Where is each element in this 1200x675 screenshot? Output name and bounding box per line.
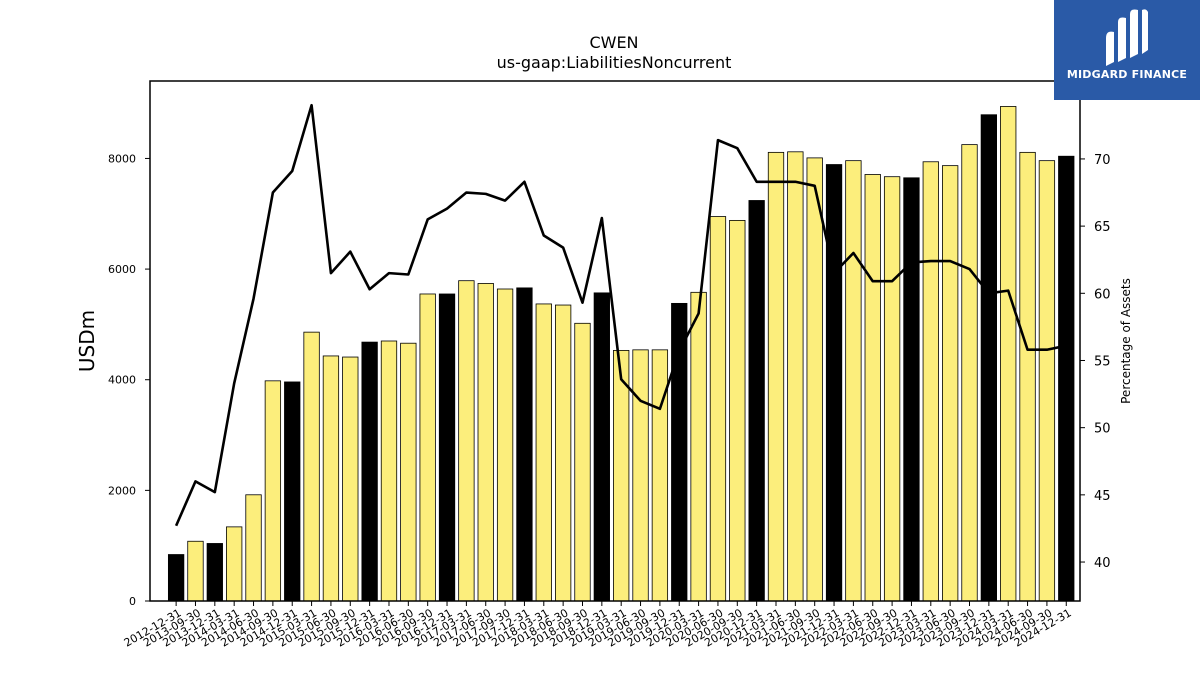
bar-2014-06-30	[245, 494, 262, 602]
bar-2017-12-31	[516, 287, 533, 602]
y-right-tick-label: 60	[1094, 287, 1111, 302]
bars-group	[167, 106, 1075, 602]
y-tick-label: 4000	[108, 374, 136, 387]
bar-2014-09-30	[264, 380, 282, 602]
y-axis-label-right: Percentage of Assets	[1119, 278, 1133, 404]
bar-2021-09-30	[806, 157, 823, 602]
bar-2018-03-31	[535, 303, 552, 602]
bar-2019-03-31	[613, 349, 630, 602]
bar-2018-12-31	[593, 292, 610, 602]
bar-2016-06-30	[400, 342, 417, 602]
bar-2024-03-31	[1000, 106, 1017, 602]
y-tick-label: 6000	[108, 263, 136, 276]
bar-2023-06-30	[942, 165, 959, 602]
bar-2023-12-31	[980, 114, 997, 602]
bar-2015-06-30	[322, 355, 340, 602]
logo-mark-icon	[1106, 9, 1148, 67]
bar-2014-03-31	[226, 526, 243, 602]
y-right-tick-label: 40	[1094, 556, 1111, 571]
chart-title: CWEN	[589, 33, 638, 52]
bar-2013-12-31	[206, 543, 223, 602]
bar-2017-03-31	[458, 280, 475, 602]
bar-2013-09-30	[187, 540, 204, 602]
y-tick-label: 0	[129, 595, 136, 608]
bar-2020-12-31	[748, 200, 765, 602]
y-tick-label: 8000	[108, 152, 136, 165]
chart-subtitle: us-gaap:LiabilitiesNoncurrent	[497, 53, 732, 72]
bar-2020-09-30	[729, 219, 746, 602]
y-right-tick-label: 55	[1094, 354, 1111, 369]
bar-2015-09-30	[342, 356, 359, 602]
bar-2012-12-31	[167, 554, 185, 602]
bar-2019-09-30	[651, 349, 669, 602]
plot-frame	[149, 80, 1081, 602]
bar-2017-09-30	[496, 288, 514, 602]
bar-2016-09-30	[419, 293, 436, 602]
bar-2019-12-31	[671, 302, 688, 602]
bar-2015-12-31	[361, 341, 378, 602]
y-right-tick-label: 45	[1094, 489, 1111, 504]
bar-2021-06-30	[787, 151, 804, 602]
bar-2014-12-31	[284, 381, 301, 602]
bar-2020-03-31	[690, 291, 707, 602]
bar-2021-03-31	[767, 151, 785, 602]
bar-2024-12-31	[1058, 155, 1075, 602]
bar-2015-03-31	[303, 331, 320, 602]
line-percentage-of-assets	[174, 103, 1067, 527]
bar-2018-09-30	[574, 322, 591, 602]
logo: MIDGARD FINANCE	[1054, 0, 1200, 100]
y-tick-label: 2000	[108, 484, 136, 497]
y-right-tick-label: 65	[1094, 220, 1111, 235]
bar-2021-12-31	[825, 164, 843, 602]
logo-text: MIDGARD FINANCE	[1066, 68, 1188, 81]
bar-2022-12-31	[903, 177, 920, 602]
bar-2018-06-30	[555, 304, 572, 602]
bar-2022-06-30	[864, 174, 881, 602]
bar-2024-09-30	[1038, 160, 1056, 602]
bar-2016-12-31	[438, 293, 456, 602]
line-group	[174, 103, 1067, 527]
bar-2024-06-30	[1019, 151, 1036, 602]
bar-2019-06-30	[632, 349, 649, 602]
bar-2022-09-30	[883, 176, 901, 602]
y-axis-label: USDm	[75, 310, 99, 372]
bar-2020-06-30	[709, 216, 727, 602]
bar-2017-06-30	[477, 283, 494, 602]
y-right-tick-label: 70	[1094, 153, 1111, 168]
bar-2022-03-31	[845, 160, 862, 602]
y-right-tick-label: 50	[1094, 422, 1111, 437]
bar-2023-09-30	[961, 144, 978, 602]
bar-2023-03-31	[922, 161, 939, 602]
bar-2016-03-31	[380, 340, 398, 602]
